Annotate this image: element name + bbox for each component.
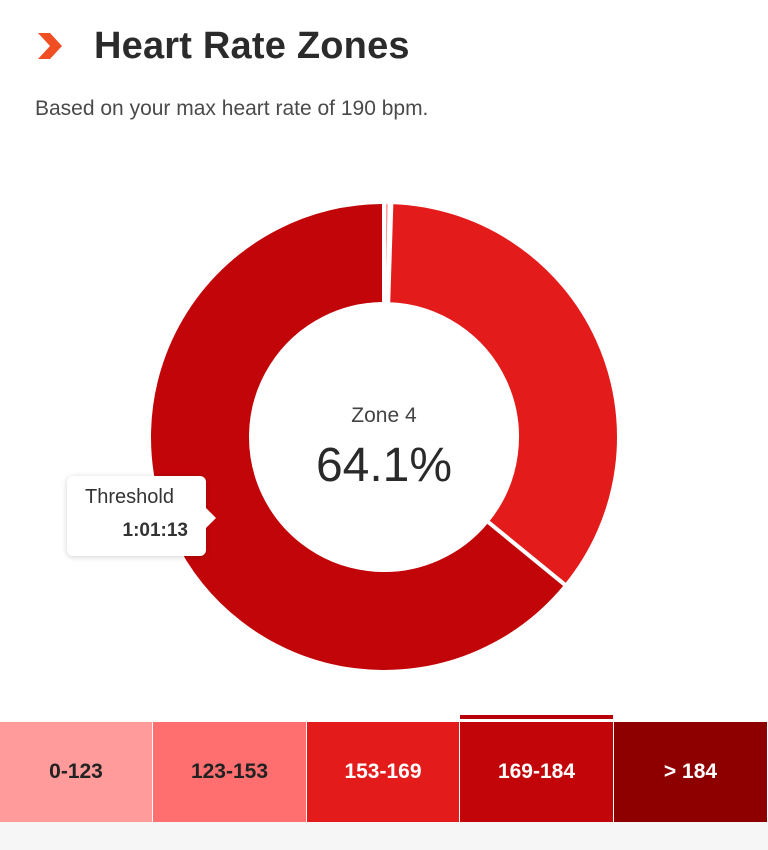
- tooltip-zone-name: Threshold: [85, 486, 174, 508]
- zone-tab-label: 153-169: [344, 760, 422, 783]
- donut-slice-169-184[interactable]: [147, 199, 569, 674]
- tooltip-zone-time: 1:01:13: [122, 520, 189, 541]
- donut-center-label: Zone 4: [351, 404, 417, 427]
- zone-tab-label: 169-184: [497, 760, 576, 783]
- chart-tooltip: Threshold 1:01:13: [67, 476, 216, 556]
- zone-tab-label: > 184: [663, 760, 718, 783]
- zone-tab-4[interactable]: 169-184: [460, 715, 614, 822]
- zone-tab-2[interactable]: 123-153: [153, 722, 307, 822]
- zone-tab-1[interactable]: 0-123: [0, 722, 153, 822]
- chevron-right-icon: [38, 33, 62, 59]
- zone-tab-3[interactable]: 153-169: [307, 722, 460, 822]
- page-title: Heart Rate Zones: [94, 24, 410, 67]
- header: Heart Rate Zones: [36, 22, 410, 70]
- zone-tab-5[interactable]: > 184: [614, 722, 768, 822]
- zone-selector: 0-123 123-153 153-169 169-184 > 184: [0, 715, 768, 822]
- donut-slice-153-169[interactable]: [386, 200, 621, 589]
- page-subtitle: Based on your max heart rate of 190 bpm.: [35, 97, 429, 120]
- footer-divider: [0, 822, 768, 850]
- zone-tab-label: 123-153: [190, 760, 269, 783]
- zone-tab-label: 0-123: [49, 760, 103, 783]
- donut-center-value: 64.1%: [315, 439, 453, 492]
- heart-rate-donut-chart: [147, 199, 621, 674]
